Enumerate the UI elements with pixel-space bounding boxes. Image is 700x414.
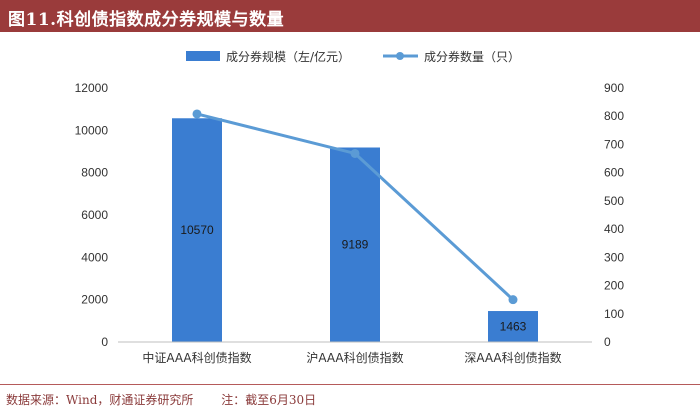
y-left-tick-label: 2000 <box>81 293 108 307</box>
y-right-tick-label: 900 <box>604 81 624 95</box>
y-axis-left: 0 2000 4000 6000 8000 10000 12000 <box>75 81 109 349</box>
y-right-tick-label: 600 <box>604 166 624 180</box>
title-bar: 图11.科创债指数成分券规模与数量 <box>0 0 700 32</box>
legend-label-bar: 成分券规模（左/亿元） <box>226 49 350 64</box>
y-right-tick-label: 0 <box>604 335 611 349</box>
bar <box>330 147 380 342</box>
y-right-tick-label: 800 <box>604 109 624 123</box>
y-left-tick-label: 10000 <box>75 123 109 137</box>
line-series <box>192 109 518 305</box>
source-text: 数据来源：Wind，财通证券研究所 <box>6 393 194 407</box>
footer: 数据来源：Wind，财通证券研究所 注：截至6月30日 <box>6 391 316 408</box>
footer-divider <box>0 384 700 385</box>
y-right-tick-label: 200 <box>604 279 624 293</box>
bar-data-label: 1463 <box>500 320 527 334</box>
bar <box>488 311 538 342</box>
line-point <box>192 109 202 119</box>
y-right-tick-label: 500 <box>604 194 624 208</box>
bar-data-label: 9189 <box>342 238 369 252</box>
y-left-tick-label: 6000 <box>81 208 108 222</box>
line-point <box>508 295 518 305</box>
chart: 成分券规模（左/亿元） 成分券数量（只） 0200040006000800010… <box>75 49 625 365</box>
x-category-label: 沪AAA科创债指数 <box>306 350 403 365</box>
y-right-tick-label: 700 <box>604 137 624 151</box>
legend-label-line: 成分券数量（只） <box>424 49 520 64</box>
y-right-tick-label: 400 <box>604 222 624 236</box>
y-left-tick-label: 4000 <box>81 250 108 264</box>
note-text: 注：截至6月30日 <box>221 393 317 407</box>
y-left-tick-label: 12000 <box>75 81 109 95</box>
y-left-tick-label: 0 <box>101 335 108 349</box>
y-axis-right: 0 100 200 300 400 500 600 700 800 900 <box>604 81 624 349</box>
legend-marker-line <box>396 52 404 60</box>
line-point <box>350 148 360 158</box>
y-left-tick-label: 8000 <box>81 166 108 180</box>
bar-series <box>172 118 538 342</box>
legend-swatch-bar <box>186 51 220 61</box>
y-right-tick-label: 300 <box>604 250 624 264</box>
data-labels: 10570 9189 1463 <box>180 223 526 333</box>
x-axis: 中证AAA科创债指数 沪AAA科创债指数 深AAA科创债指数 <box>118 341 592 365</box>
y-right-tick-label: 100 <box>604 307 624 321</box>
page-title: 图11.科创债指数成分券规模与数量 <box>8 10 285 30</box>
bar <box>172 118 222 342</box>
bar-data-label: 10570 <box>180 223 214 237</box>
x-category-label: 深AAA科创债指数 <box>464 350 561 365</box>
x-category-label: 中证AAA科创债指数 <box>142 350 251 365</box>
legend: 成分券规模（左/亿元） 成分券数量（只） <box>186 49 520 64</box>
